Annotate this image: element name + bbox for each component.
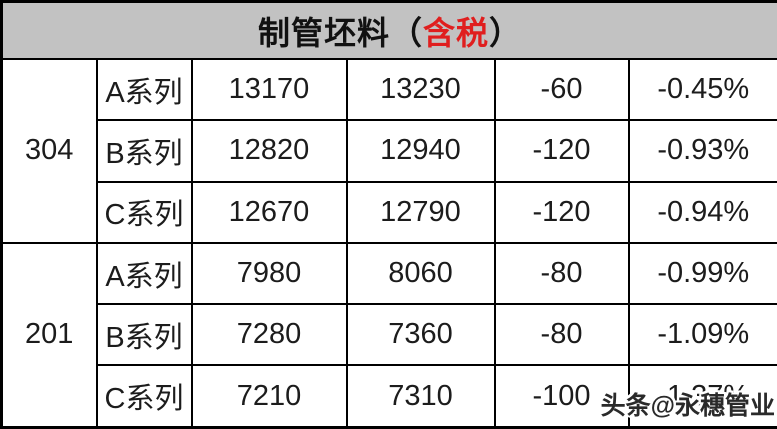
series-cell: A系列 [95, 241, 193, 306]
previous-price-cell: 7310 [345, 364, 496, 429]
series-cell: C系列 [95, 364, 193, 429]
change-cell: -120 [493, 180, 630, 244]
change-cell: -60 [493, 57, 630, 122]
current-price-cell: 12670 [190, 180, 348, 244]
previous-price-cell: 12790 [345, 180, 496, 244]
current-price-cell: 7210 [190, 364, 348, 429]
table-row-201-c: C系列 7210 7310 -100 -1.37% [2, 364, 777, 429]
title-row: 制管坯料（含税） [0, 0, 777, 60]
change-cell: -100 [493, 364, 630, 429]
previous-price-cell: 12940 [345, 119, 496, 183]
table-title: 制管坯料（含税） [0, 0, 777, 60]
current-price-cell: 7980 [190, 241, 348, 306]
previous-price-cell: 8060 [345, 241, 496, 306]
series-cell: A系列 [95, 57, 193, 122]
change-pct-cell: -0.45% [627, 57, 777, 122]
table-row-304-a: 304 A系列 13170 13230 -60 -0.45% [0, 57, 777, 244]
change-pct-cell: -1.09% [627, 303, 777, 367]
current-price-cell: 12820 [190, 119, 348, 183]
series-cell: B系列 [95, 303, 193, 367]
previous-price-cell: 13230 [345, 57, 496, 122]
table-row-201-b: B系列 7280 7360 -80 -1.09% [2, 303, 777, 367]
series-cell: B系列 [95, 119, 193, 183]
grade-cell-304: 304 [0, 58, 98, 244]
change-pct-cell: -0.94% [627, 180, 777, 244]
previous-price-cell: 7360 [345, 303, 496, 367]
title-tax-included-highlight: 含税 [423, 14, 490, 51]
series-cell: C系列 [95, 180, 193, 244]
title-prefix: 制管坯料（ [258, 14, 424, 51]
current-price-cell: 7280 [190, 303, 348, 367]
change-cell: -80 [493, 241, 630, 306]
current-price-cell: 13170 [190, 57, 348, 122]
change-cell: -120 [493, 119, 630, 183]
change-pct-cell: -1.37% [627, 364, 777, 429]
grade-cell-201: 201 [0, 241, 98, 429]
change-pct-cell: -0.99% [627, 241, 777, 306]
table-row-304-c: C系列 12670 12790 -120 -0.94% [2, 180, 777, 244]
change-cell: -80 [493, 303, 630, 367]
table-row-201-a: 201 A系列 7980 8060 -80 -0.99% [0, 241, 777, 429]
title-suffix: ） [489, 14, 523, 51]
table-row-304-b: B系列 12820 12940 -120 -0.93% [2, 119, 777, 183]
change-pct-cell: -0.93% [627, 119, 777, 183]
